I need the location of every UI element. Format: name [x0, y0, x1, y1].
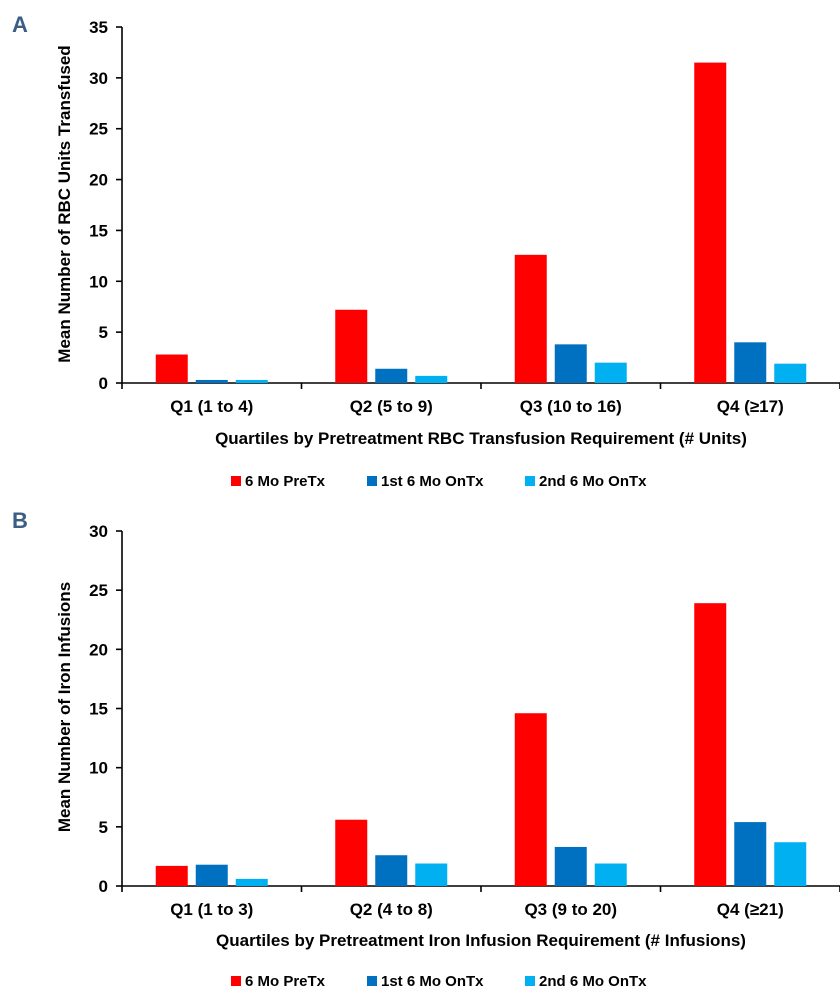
panel-b-bar-2-2: [375, 855, 408, 886]
panel-a-y-tick-label: 0: [99, 374, 108, 393]
panel-a-bar-3-2: [554, 344, 587, 383]
panel-b-bar-3-1: [514, 713, 547, 886]
panel-b-bar-1-3: [235, 878, 268, 886]
panel-a-bar-2-3: [415, 375, 448, 383]
panel-a-bar-4-2: [734, 342, 767, 383]
panel-b-legend-swatch-3: [525, 976, 535, 986]
panel-a-category-label: Q1 (1 to 4): [170, 397, 253, 416]
panel-b-y-tick-label: 20: [89, 640, 108, 659]
panel-b-bar-2-1: [335, 819, 368, 886]
panel-a-legend-swatch-3: [525, 476, 535, 486]
panel-a-y-axis-title: Mean Number of RBC Units Transfused: [55, 45, 74, 362]
panel-a-bar-4-3: [774, 363, 807, 383]
panel-a-category-label: Q4 (≥17): [717, 397, 784, 416]
panel-b-category-label: Q1 (1 to 3): [170, 900, 253, 919]
panel-a-bar-4-1: [694, 62, 727, 383]
panel-a-category-label: Q3 (10 to 16): [520, 397, 622, 416]
panel-a-plot: 0 5 10 15 20 25 30 35 Q1 (1 to 4) Q2 (5 to 9) Q3 (…: [89, 18, 840, 416]
panel-b-x-axis-title: Quartiles by Pretreatment Iron Infusion …: [216, 931, 746, 950]
panel-a-y-tick-label: 30: [89, 69, 108, 88]
panel-b: B 0 5 10 15 20 25 30 Q1 (1 to 3) Q2 (4 to 8) Q3 (…: [12, 508, 840, 990]
panel-b-legend-label-2: 1st 6 Mo OnTx: [381, 973, 484, 990]
panel-b-y-tick-label: 15: [89, 700, 108, 719]
panel-a-y-tick-label: 20: [89, 171, 108, 190]
panel-a: A 0 5 10 15 20 25 30 35 Q1 (1 to 4) Q2 (5 to 9) Q3…: [12, 12, 840, 490]
panel-b-y-axis-title: Mean Number of Iron Infusions: [55, 582, 74, 832]
panel-a-y-tick-label: 25: [89, 120, 108, 139]
panel-b-category-label: Q3 (9 to 20): [524, 900, 617, 919]
panel-b-bar-4-3: [774, 842, 807, 886]
panel-b-y-tick-label: 0: [99, 877, 108, 896]
panel-b-y-tick-label: 5: [99, 818, 108, 837]
panel-b-legend-swatch-1: [231, 976, 241, 986]
panel-a-letter: A: [12, 12, 28, 37]
panel-a-legend: 6 Mo PreTx 1st 6 Mo OnTx 2nd 6 Mo OnTx: [231, 473, 647, 490]
panel-a-legend-label-1: 6 Mo PreTx: [245, 473, 326, 490]
panel-a-legend-label-2: 1st 6 Mo OnTx: [381, 473, 484, 490]
panel-a-legend-label-3: 2nd 6 Mo OnTx: [539, 473, 647, 490]
panel-a-category-label: Q2 (5 to 9): [350, 397, 433, 416]
panel-b-category-label: Q4 (≥21): [717, 900, 784, 919]
panel-b-bar-1-2: [195, 864, 228, 886]
panel-b-y-tick-label: 10: [89, 759, 108, 778]
panel-b-category-label: Q2 (4 to 8): [350, 900, 433, 919]
panel-b-legend-label-3: 2nd 6 Mo OnTx: [539, 973, 647, 990]
panel-b-bar-4-2: [734, 822, 767, 886]
panel-a-bar-1-3: [235, 379, 268, 383]
panel-b-legend: 6 Mo PreTx 1st 6 Mo OnTx 2nd 6 Mo OnTx: [231, 973, 647, 990]
panel-a-y-tick-label: 10: [89, 272, 108, 291]
panel-b-bar-3-2: [554, 846, 587, 886]
panel-b-legend-label-1: 6 Mo PreTx: [245, 973, 326, 990]
panel-a-bar-2-1: [335, 309, 368, 383]
panel-a-x-axis-title: Quartiles by Pretreatment RBC Transfusio…: [215, 429, 747, 448]
panel-a-y-tick-label: 15: [89, 221, 108, 240]
panel-a-y-tick-label: 35: [89, 18, 108, 37]
panel-a-y-tick-label: 5: [99, 323, 108, 342]
panel-b-y-tick-label: 30: [89, 522, 108, 541]
panel-a-bar-3-1: [514, 254, 547, 383]
panel-a-bar-1-1: [155, 354, 188, 383]
panel-b-bar-1-1: [155, 865, 188, 886]
panel-b-plot: 0 5 10 15 20 25 30 Q1 (1 to 3) Q2 (4 to 8) Q3 (9 …: [89, 522, 840, 919]
panel-a-bar-1-2: [195, 379, 228, 383]
panel-b-bar-3-3: [594, 863, 627, 886]
panel-b-bar-2-3: [415, 863, 448, 886]
panel-a-legend-swatch-1: [231, 476, 241, 486]
panel-b-bar-4-1: [694, 603, 727, 886]
panel-b-y-tick-label: 25: [89, 581, 108, 600]
panel-b-letter: B: [12, 508, 28, 533]
panel-a-bar-3-3: [594, 362, 627, 383]
panel-a-bar-2-2: [375, 368, 408, 383]
panel-a-legend-swatch-2: [367, 476, 377, 486]
panel-b-legend-swatch-2: [367, 976, 377, 986]
